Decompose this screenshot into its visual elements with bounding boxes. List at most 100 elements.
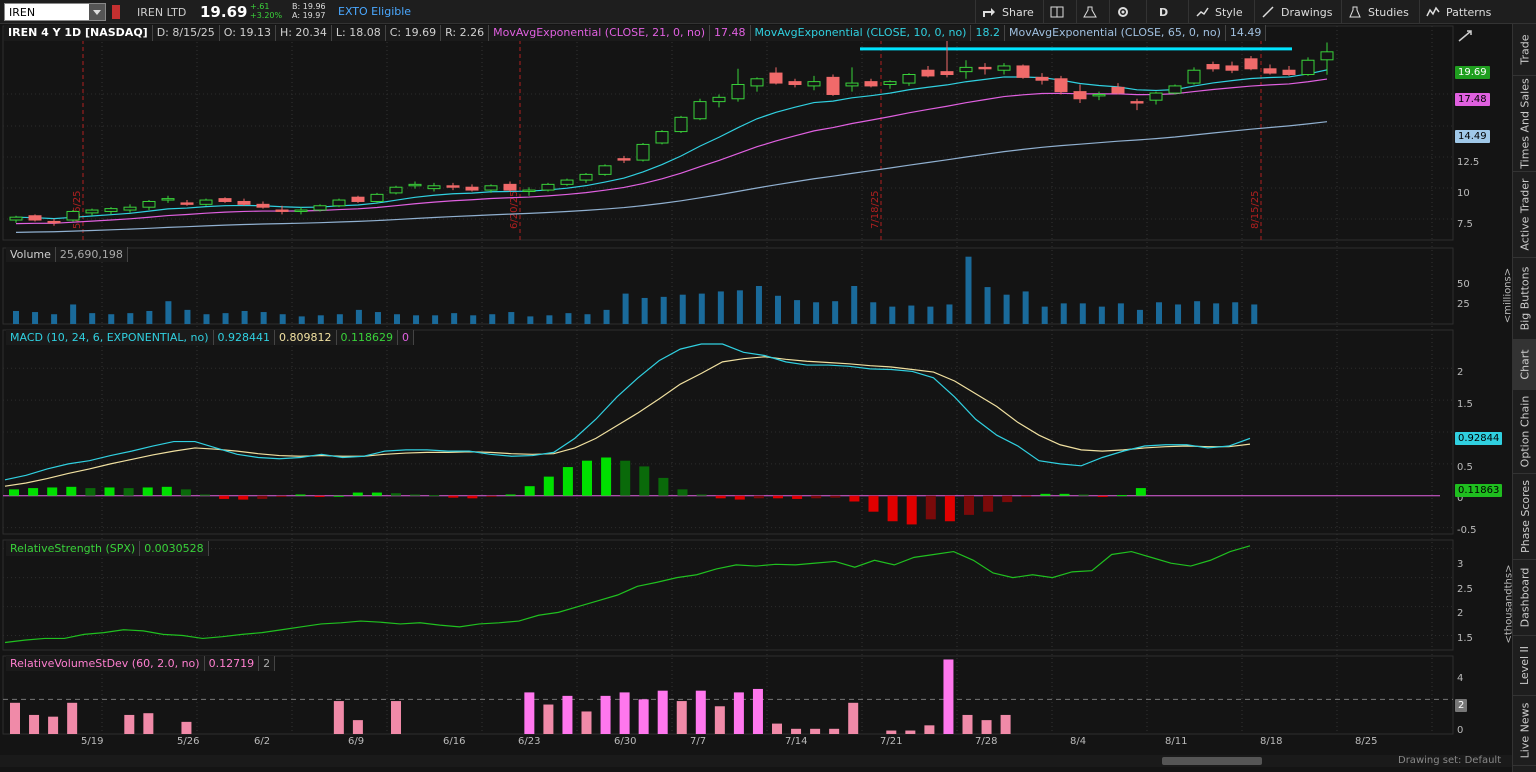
flag-icon[interactable] (112, 5, 120, 19)
candle-body (275, 209, 289, 212)
rvol-tick-4: 4 (1457, 673, 1464, 684)
volume-bar (279, 314, 286, 324)
candle-body (1149, 92, 1163, 101)
rs-legend[interactable]: RelativeStrength (SPX) 0.0030528 (6, 541, 209, 556)
candle-body (180, 202, 194, 205)
macd-legend[interactable]: MACD (10, 24, 6, EXPONENTIAL, no) 0.9284… (6, 330, 415, 345)
volume-legend[interactable]: Volume 25,690,198 (6, 247, 128, 262)
candle-body (256, 203, 270, 208)
bar-date: D: 8/15/25 (152, 25, 220, 41)
candle-body (199, 199, 213, 205)
candle-body (332, 199, 346, 207)
tab-live-news[interactable]: Live News (1513, 696, 1536, 766)
macd-histogram-bar (429, 495, 440, 497)
rvol-bar (695, 690, 706, 734)
volume-bar (698, 293, 705, 324)
studies-menu[interactable]: Studies (1341, 0, 1413, 24)
rvol-bar (905, 730, 916, 734)
volume-bar (908, 305, 915, 324)
candle-body (655, 131, 669, 144)
ema21-label[interactable]: MovAvgExponential (CLOSE, 21, 0, no) (489, 25, 711, 41)
ema65-label[interactable]: MovAvgExponential (CLOSE, 65, 0, no) (1004, 25, 1226, 41)
tab-option-chain[interactable]: Option Chain (1513, 390, 1536, 474)
macd-histogram-bar (887, 495, 898, 522)
net-change-value: +.61 (250, 2, 270, 11)
date-axis: 5/19 5/26 6/2 6/9 6/16 6/23 6/30 7/7 7/1… (0, 734, 1512, 750)
rvol-threshold: 2 (259, 656, 276, 671)
style-menu[interactable]: Style (1188, 0, 1250, 24)
rvol-value: 0.12719 (204, 656, 260, 671)
ema10-label[interactable]: MovAvgExponential (CLOSE, 10, 0, no) (750, 25, 972, 41)
rvol-bar (829, 728, 840, 734)
rvol-bar (714, 706, 725, 734)
style-label: Style (1215, 5, 1243, 19)
volume-bar (70, 304, 77, 324)
top-toolbar: IREN IREN LTD 19.69 +.61 +3.20% B: 19.96… (0, 0, 1536, 24)
macd-histogram-bar (505, 494, 516, 496)
rvol-label: RelativeVolumeStDev (60, 2.0, no) (6, 656, 205, 671)
tab-label: Times And Sales (1518, 78, 1532, 169)
drawings-menu[interactable]: Drawings (1254, 0, 1338, 24)
rvol-bar (581, 711, 592, 734)
volume-bar (679, 294, 686, 324)
beaker-button[interactable] (1076, 0, 1109, 24)
pane-border (2, 655, 1454, 735)
ema21-value: 17.48 (710, 25, 751, 41)
volume-tick-25: 25 (1457, 299, 1470, 310)
share-label: Share (1002, 5, 1034, 19)
macd-histogram-bar (639, 466, 650, 496)
grid-icon (1050, 6, 1064, 18)
symbol-input[interactable]: IREN (4, 3, 106, 21)
rvol-threshold-tag: 2 (1455, 699, 1468, 712)
candle-body (104, 208, 118, 212)
bar-low: L: 18.08 (331, 25, 386, 41)
macd-histogram-bar (543, 476, 554, 496)
tab-active-trader[interactable]: Active Trader (1513, 172, 1536, 258)
relative-strength-pane (3, 545, 1453, 644)
volume-bar (546, 315, 553, 324)
share-button[interactable]: Share (975, 0, 1043, 24)
chart-canvas[interactable]: 5/16/25 6/20/25 7/18/25 8/15/25 (0, 24, 1512, 758)
period-selector[interactable]: D (1146, 0, 1188, 24)
scroll-thumb[interactable] (1162, 757, 1262, 765)
macd-histogram-bar (658, 477, 669, 496)
volume-bar (451, 313, 458, 324)
flexible-grid-button[interactable] (1043, 0, 1076, 24)
tab-big-buttons[interactable]: Big Buttons (1513, 258, 1536, 340)
macd-histogram-bar (696, 494, 707, 496)
macd-diff: 0.118629 (336, 330, 399, 345)
tab-dashboard[interactable]: Dashboard (1513, 560, 1536, 636)
macd-histogram-bar (333, 495, 344, 497)
volume-bar (127, 313, 134, 324)
volume-bar (832, 301, 839, 324)
volume-bar (889, 306, 896, 324)
volume-bar (1175, 304, 1182, 324)
rvol-bar (619, 692, 630, 734)
rvol-legend[interactable]: RelativeVolumeStDev (60, 2.0, no) 0.1271… (6, 656, 276, 671)
symbol-dropdown-icon[interactable] (89, 4, 105, 20)
volume-bar (260, 312, 267, 324)
candle-body (237, 200, 251, 205)
date-label: 5/26 (177, 736, 200, 747)
candle-body (294, 209, 308, 212)
rs-tick-3: 3 (1457, 559, 1464, 570)
tab-phase-scores[interactable]: Phase Scores (1513, 474, 1536, 560)
drawing-set-label[interactable]: Drawing set: Default (1398, 755, 1502, 766)
macd-histogram-bar (391, 493, 401, 496)
exto-eligible-link[interactable]: EXTO Eligible (338, 5, 412, 18)
tab-chart[interactable]: Chart (1513, 340, 1536, 390)
volume-bar (1136, 309, 1143, 324)
drawing-tool-icon[interactable] (1457, 27, 1475, 45)
tab-times-and-sales[interactable]: Times And Sales (1513, 76, 1536, 172)
settings-button[interactable] (1109, 0, 1146, 24)
volume-bar (641, 297, 648, 324)
volume-bar (755, 286, 762, 324)
volume-bar (736, 290, 743, 324)
volume-bar (1098, 306, 1105, 324)
tab-trade[interactable]: Trade (1513, 24, 1536, 76)
tab-level-ii[interactable]: Level II (1513, 636, 1536, 696)
patterns-menu[interactable]: Patterns (1419, 0, 1511, 24)
chart-scrollbar[interactable]: Drawing set: Default (0, 755, 1512, 767)
candle-body (978, 66, 992, 70)
candle-body (1092, 93, 1106, 97)
